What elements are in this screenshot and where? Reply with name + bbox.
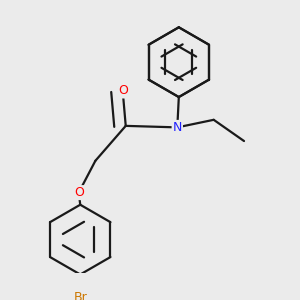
- Text: O: O: [74, 186, 84, 199]
- Text: N: N: [172, 121, 182, 134]
- Text: O: O: [118, 85, 128, 98]
- Text: Br: Br: [74, 291, 87, 300]
